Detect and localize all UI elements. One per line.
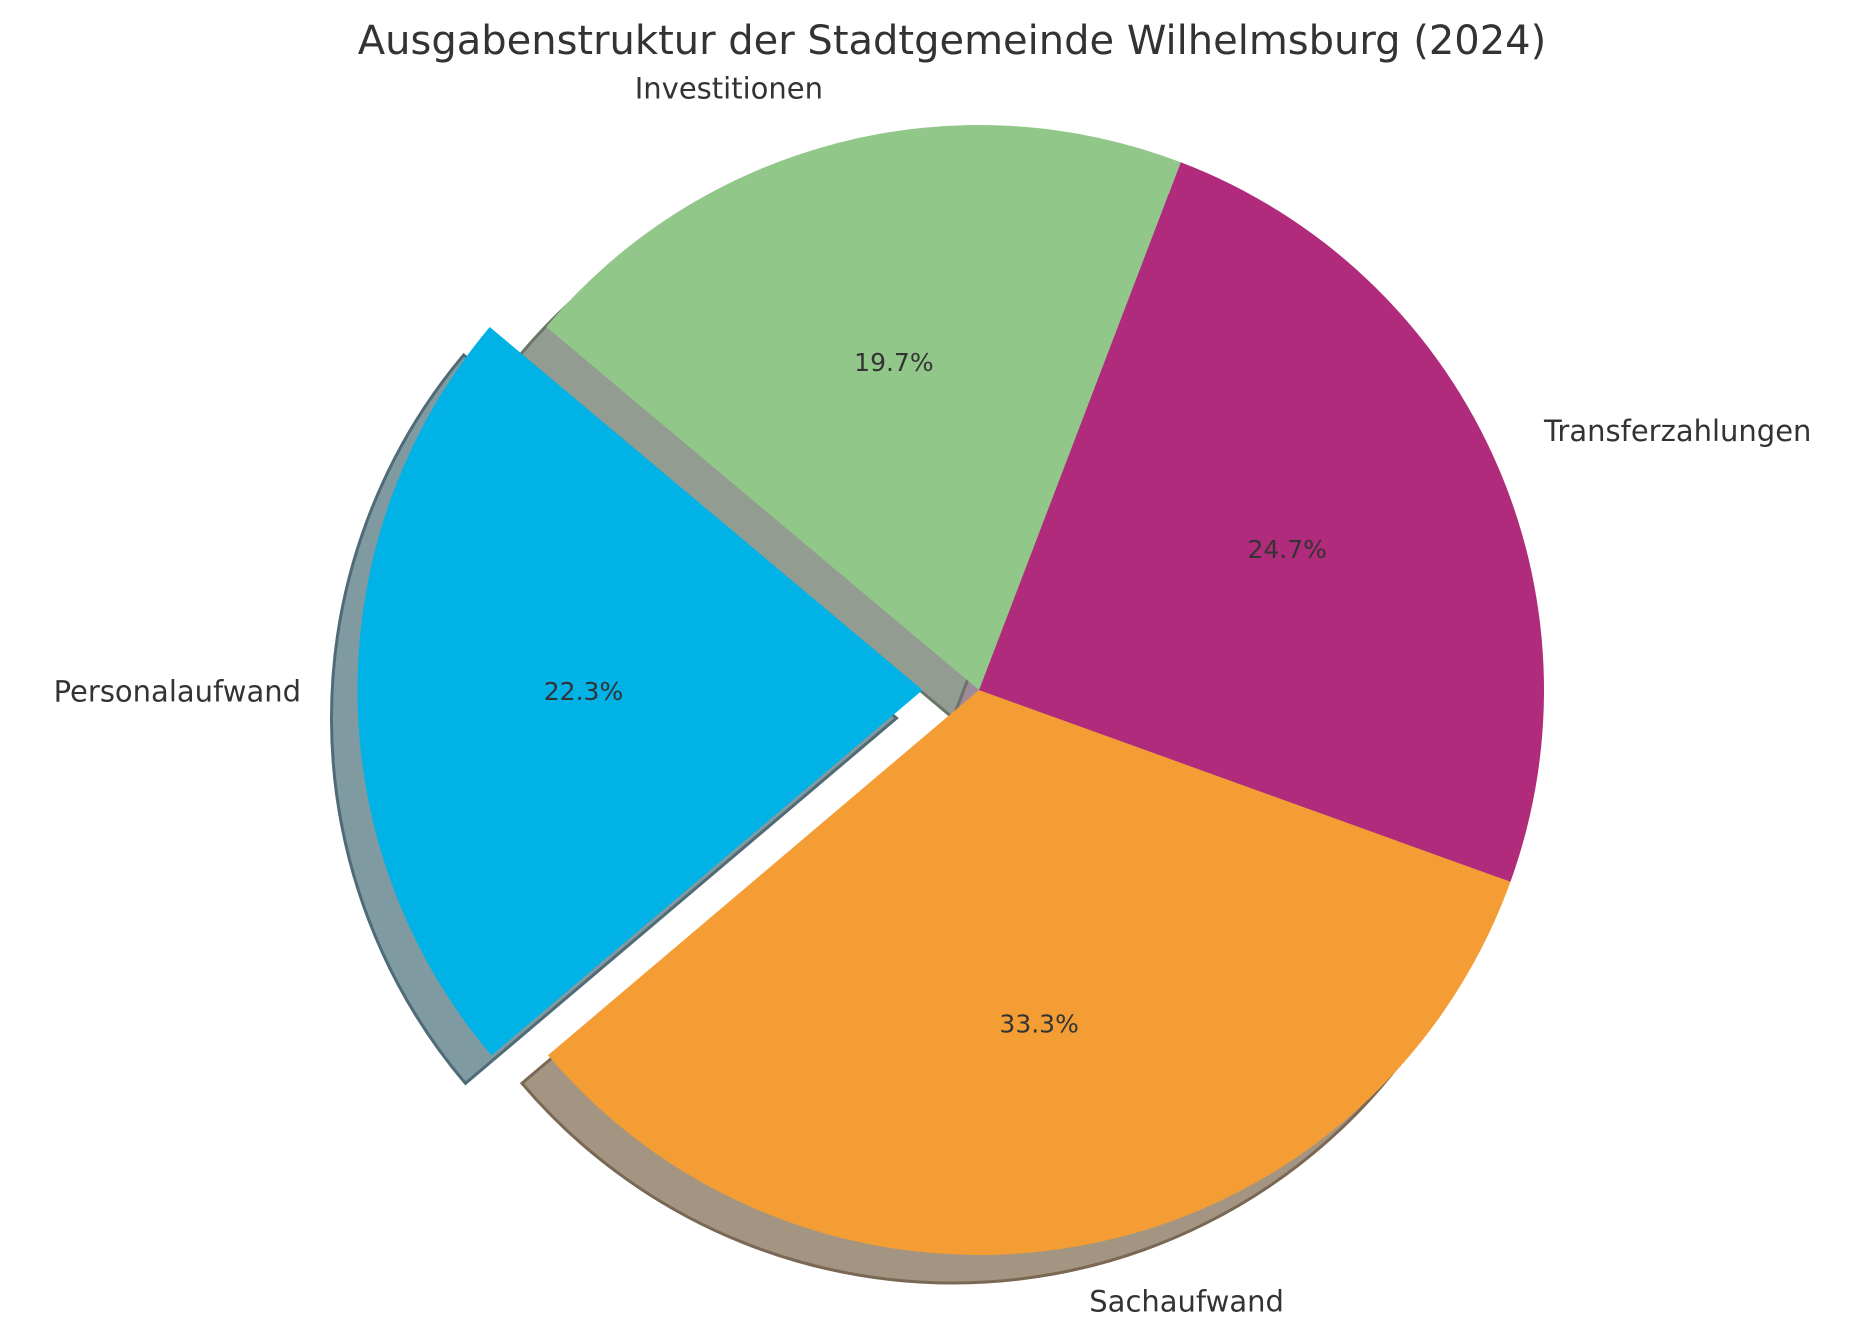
slice-sachaufwand <box>547 690 1511 1255</box>
chart-title: Ausgabenstruktur der Stadtgemeinde Wilhe… <box>358 18 1546 64</box>
percent-labels: 22.3% 33.3% 24.7% 19.7% <box>544 348 1327 1039</box>
label-personalaufwand: Personalaufwand <box>54 675 301 709</box>
slice-transferzahlungen <box>979 162 1544 882</box>
label-sachaufwand: Sachaufwand <box>1089 1285 1284 1319</box>
category-labels: Personalaufwand Sachaufwand Transferzahlun… <box>54 71 1812 1318</box>
label-transferzahlungen: Transferzahlungen <box>1543 414 1811 448</box>
label-investitionen: Investitionen <box>635 71 823 105</box>
pie-slices <box>357 124 1544 1255</box>
pct-sachaufwand: 33.3% <box>999 1010 1078 1039</box>
pct-transferzahlungen: 24.7% <box>1247 535 1326 564</box>
pct-investitionen: 19.7% <box>854 348 933 377</box>
slice-personalaufwand <box>357 326 923 1056</box>
pct-personalaufwand: 22.3% <box>544 677 623 706</box>
slice-investitionen <box>546 124 1181 691</box>
